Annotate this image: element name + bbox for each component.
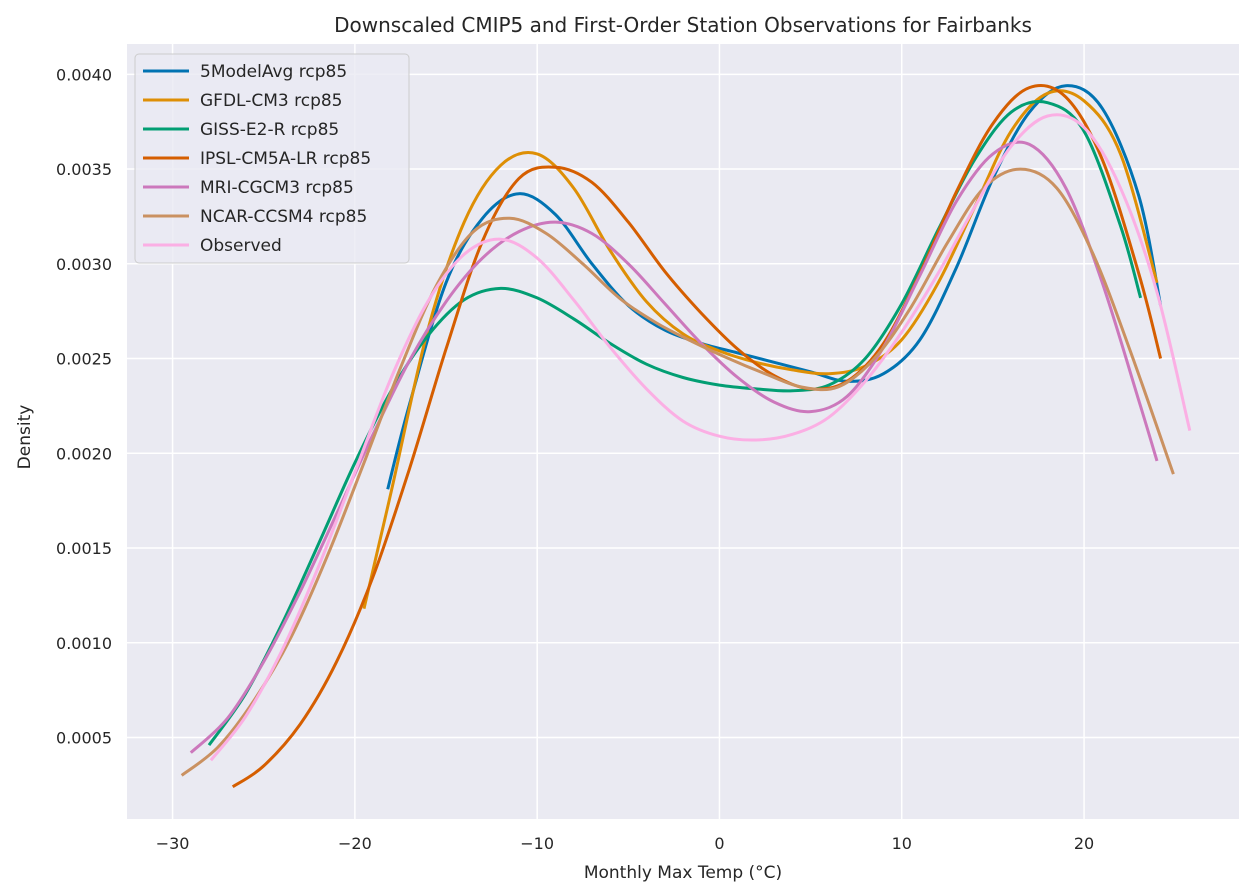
legend-box [134,53,410,264]
y-axis-label: Density [15,405,35,470]
x-tick-label: 10 [892,834,912,853]
y-tick-label: 0.0005 [56,729,112,748]
y-tick-label: 0.0025 [56,350,112,369]
legend-label: NCAR-CCSM4 rcp85 [200,207,367,227]
series-line-observed [209,113,1192,762]
grid [127,44,1239,819]
legend: 5ModelAvg rcp85 GFDL-CM3 rcp85 GISS-E2-R r… [134,53,410,264]
x-axis-label: Monthly Max Temp (°C) [584,863,782,883]
legend-label: IPSL-CM5A-LR rcp85 [200,149,371,169]
y-tick-label: 0.0030 [56,255,112,274]
x-tick-label: 20 [1074,834,1094,853]
series-lines [180,84,1192,789]
legend-label: GFDL-CM3 rcp85 [200,91,343,111]
legend-label: 5ModelAvg rcp85 [200,62,347,82]
y-tick-labels: 0.0005 0.0010 0.0015 0.0020 0.0025 0.0030 0.00… [56,65,112,747]
y-tick-label: 0.0035 [56,160,112,179]
x-tick-label: −20 [338,834,372,853]
y-tick-label: 0.0020 [56,444,112,463]
series-line-giss-e2-r-rcp85 [207,100,1143,746]
y-tick-label: 0.0040 [56,65,112,84]
x-tick-label: −30 [156,834,190,853]
x-tick-label: −10 [520,834,554,853]
x-tick-label: 0 [714,834,724,853]
legend-label: GISS-E2-R rcp85 [200,120,339,140]
x-tick-labels: −30 −20 −10 0 10 20 [156,834,1095,853]
legend-label: Observed [200,236,282,256]
y-tick-label: 0.0015 [56,539,112,558]
y-tick-label: 0.0010 [56,634,112,653]
chart-title: Downscaled CMIP5 and First-Order Station… [334,13,1032,37]
legend-label: MRI-CGCM3 rcp85 [200,178,354,198]
series-line-ipsl-cm5a-lr-rcp85 [231,84,1163,789]
series-line-ncar-ccsm4-rcp85 [180,167,1175,777]
